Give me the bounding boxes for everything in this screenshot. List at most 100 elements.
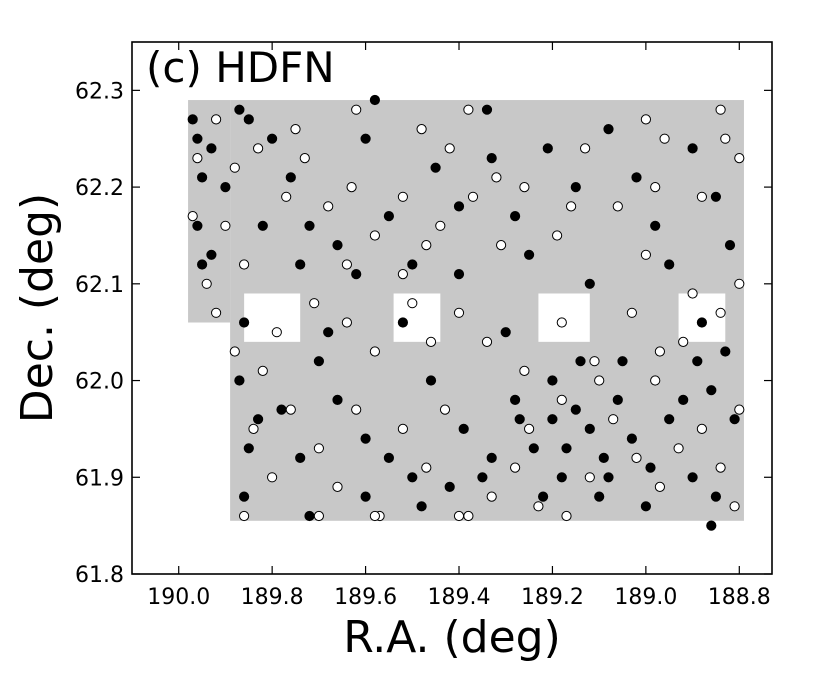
filled-point — [678, 394, 689, 405]
open-point — [201, 278, 212, 289]
open-point — [533, 501, 544, 512]
open-point — [323, 201, 334, 212]
filled-point — [617, 356, 628, 367]
open-point — [552, 230, 563, 241]
open-point — [271, 327, 282, 338]
y-axis-label: Dec. (deg) — [12, 193, 63, 423]
open-point — [397, 269, 408, 280]
filled-point — [416, 501, 427, 512]
filled-point — [295, 259, 306, 270]
filled-point — [276, 404, 287, 415]
filled-point — [295, 452, 306, 463]
coverage-gap — [244, 293, 301, 342]
open-point — [626, 307, 638, 318]
open-point — [463, 510, 474, 522]
filled-point — [197, 259, 208, 270]
open-point — [673, 443, 684, 454]
filled-point — [187, 114, 198, 125]
open-point — [397, 423, 408, 434]
filled-point — [453, 269, 465, 280]
filled-point — [696, 317, 708, 328]
filled-point — [486, 452, 497, 463]
open-point — [640, 249, 652, 260]
open-point — [351, 104, 362, 115]
filled-point — [239, 317, 250, 328]
y-tick-label: 61.9 — [75, 466, 124, 491]
coverage-gap — [538, 293, 590, 342]
filled-point — [323, 327, 334, 338]
filled-point — [570, 404, 581, 415]
filled-point — [313, 356, 324, 367]
open-point — [351, 404, 362, 415]
coverage-layer — [188, 100, 744, 521]
plot-frame — [131, 41, 773, 575]
open-point — [421, 462, 432, 473]
filled-point — [243, 114, 254, 125]
open-point — [659, 133, 670, 144]
filled-point — [650, 220, 661, 231]
filled-point — [383, 211, 394, 222]
filled-point — [332, 394, 343, 405]
filled-point — [500, 327, 511, 338]
open-point — [631, 452, 642, 463]
open-point — [496, 240, 507, 251]
filled-point — [239, 491, 250, 502]
open-point — [715, 104, 726, 115]
open-point — [211, 114, 222, 125]
filled-point — [514, 414, 525, 425]
filled-point — [556, 472, 567, 483]
open-point — [720, 133, 731, 144]
filled-point — [383, 452, 394, 463]
open-point — [734, 404, 745, 415]
open-point — [229, 162, 240, 173]
open-point — [556, 317, 567, 328]
x-tick-label: 189.2 — [521, 585, 584, 610]
filled-point — [528, 443, 539, 454]
open-point — [281, 191, 292, 202]
open-point — [524, 423, 535, 434]
filled-point — [234, 375, 245, 386]
open-point — [715, 307, 726, 318]
filled-point — [724, 240, 736, 251]
open-point — [341, 259, 352, 270]
filled-point — [547, 375, 558, 386]
filled-point — [253, 414, 264, 425]
open-point — [229, 346, 240, 357]
open-point — [239, 510, 250, 522]
open-point — [561, 510, 572, 522]
filled-point — [220, 182, 231, 193]
filled-point — [720, 346, 731, 357]
filled-point — [692, 356, 703, 367]
open-point — [594, 375, 605, 386]
filled-point — [332, 240, 343, 251]
open-point — [715, 462, 726, 473]
filled-point — [458, 423, 469, 434]
filled-point — [430, 162, 441, 173]
open-point — [734, 153, 745, 164]
filled-point — [267, 133, 278, 144]
open-point — [650, 182, 661, 193]
x-tick-label: 189.4 — [428, 585, 491, 610]
open-point — [187, 211, 198, 222]
open-point — [192, 153, 203, 164]
filled-point — [407, 259, 418, 270]
open-point — [519, 365, 530, 376]
y-tick-label: 62.1 — [75, 273, 124, 298]
open-point — [257, 365, 268, 376]
filled-point — [243, 443, 254, 454]
filled-point — [360, 491, 371, 502]
filled-point — [444, 481, 455, 492]
open-point — [444, 143, 455, 154]
filled-point — [706, 520, 717, 531]
open-point — [435, 220, 446, 231]
open-point — [397, 191, 408, 202]
y-tick-label: 61.8 — [75, 563, 124, 588]
filled-point — [584, 423, 595, 434]
open-point — [369, 230, 380, 241]
open-point — [556, 394, 567, 405]
open-point — [584, 472, 595, 483]
open-point — [509, 462, 521, 473]
filled-point — [397, 317, 408, 328]
open-point — [248, 423, 259, 434]
open-point — [425, 336, 437, 347]
